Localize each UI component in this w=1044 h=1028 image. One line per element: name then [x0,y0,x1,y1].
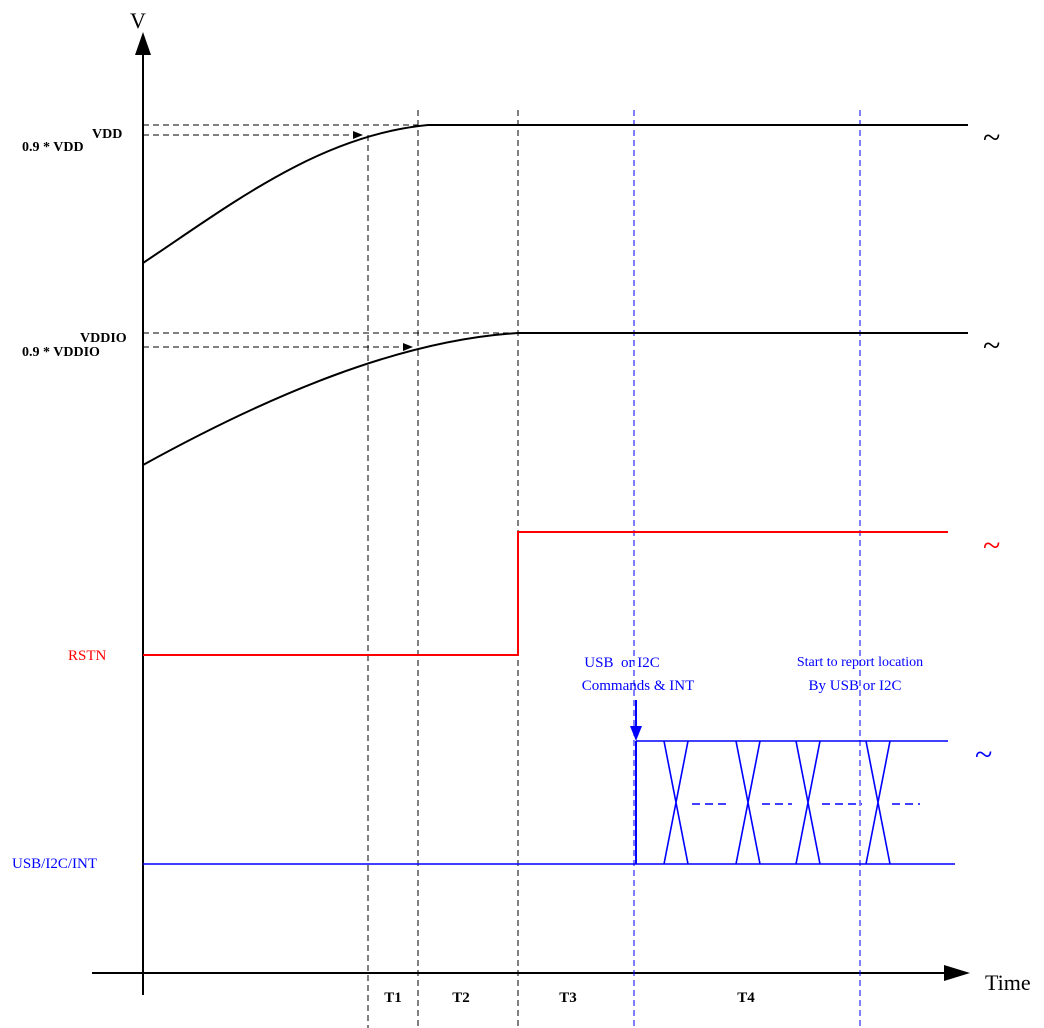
bus-transition-1 [663,740,689,865]
interval-label-t4: T4 [737,990,755,1006]
report-annotation-line2: By USB or I2C [809,678,902,694]
vddio-signal: VDDIO 0.9 * VDDIO ~ [22,327,1000,466]
interval-labels: T1 T2 T3 T4 [384,990,755,1006]
vddio-curve [142,332,968,466]
report-annotation-line1: Start to report location [797,655,923,670]
bus-label: USB/I2C/INT [12,856,97,872]
interval-label-t2: T2 [452,990,470,1006]
axes: V Time [92,8,1031,995]
bus-transition-3 [795,740,821,865]
rstn-waveform [143,531,948,656]
vdd-curve [142,124,968,264]
bus-labels: USB/I2C/INT USB or I2C Commands & INT St… [12,655,992,872]
bus-transition-2 [735,740,761,865]
bus-continuation-icon: ~ [975,736,992,772]
bus-transition-4 [865,740,891,865]
vddio-label: VDDIO [80,331,127,346]
bus-signal [143,700,955,865]
rstn-continuation-icon: ~ [983,527,1000,563]
y-axis-label: V [130,8,146,33]
commands-annotation-line2: Commands & INT [582,678,695,694]
vddio-threshold-label: 0.9 * VDDIO [22,345,100,360]
commands-annotation-line1: USB or I2C [584,655,659,671]
rstn-signal: RSTN ~ [68,527,1000,664]
commands-arrow-icon [630,726,642,741]
vdd-continuation-icon: ~ [983,119,1000,155]
interval-label-t1: T1 [384,990,402,1006]
vdd-label: VDD [92,127,122,142]
rstn-label: RSTN [68,648,107,664]
y-axis-arrowhead [135,32,151,55]
vdd-threshold-label: 0.9 * VDD [22,140,84,155]
timing-guides [367,110,861,1028]
vdd-signal: VDD 0.9 * VDD ~ [22,119,1000,264]
vddio-continuation-icon: ~ [983,327,1000,363]
interval-label-t3: T3 [559,990,577,1006]
x-axis-label: Time [985,970,1031,995]
x-axis-arrowhead [944,965,970,981]
